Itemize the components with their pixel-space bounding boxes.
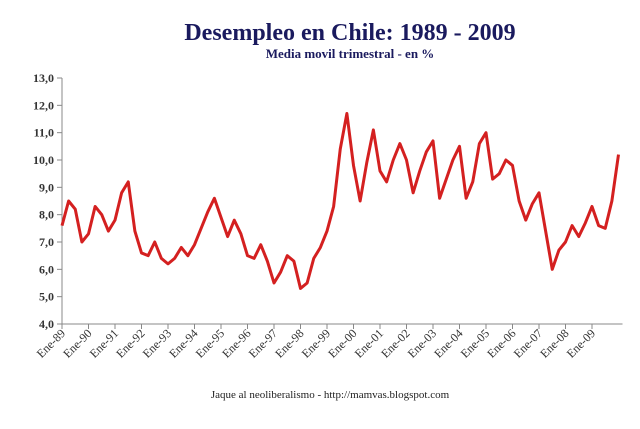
x-tick-label: Ene-03 [405,326,439,360]
x-tick-label: Ene-05 [458,326,492,360]
x-tick-label: Ene-99 [299,326,333,360]
y-tick-label: 4,0 [39,317,54,331]
x-tick-label: Ene-01 [352,326,386,360]
x-tick-label: Ene-91 [87,326,121,360]
y-tick-label: 12,0 [33,98,54,112]
x-tick-label: Ene-07 [511,326,545,360]
y-tick-label: 11,0 [34,126,54,140]
chart-subtitle: Media movil trimestral - en % [266,46,435,61]
x-tick-label: Ene-95 [193,326,227,360]
x-tick-label: Ene-93 [140,326,174,360]
x-tick-label: Ene-04 [431,326,465,360]
x-tick-label: Ene-09 [564,326,598,360]
source-note: Jaque al neoliberalismo - http://mamvas.… [211,389,450,401]
y-tick-label: 9,0 [39,180,54,194]
y-tick-label: 6,0 [39,262,54,276]
x-tick-label: Ene-92 [113,326,147,360]
x-tick-label: Ene-08 [537,326,571,360]
x-tick-label: Ene-97 [246,326,280,360]
y-tick-label: 5,0 [39,290,54,304]
y-tick-label: 8,0 [39,208,54,222]
y-tick-label: 7,0 [39,235,54,249]
x-tick-label: Ene-00 [325,326,359,360]
x-tick-label: Ene-94 [166,326,200,360]
x-tick-label: Ene-90 [60,326,94,360]
y-tick-label: 13,0 [33,71,54,85]
y-tick-label: 10,0 [33,153,54,167]
x-tick-label: Ene-06 [484,326,518,360]
x-tick-label: Ene-02 [378,326,412,360]
x-tick-label: Ene-98 [272,326,306,360]
x-tick-label: Ene-96 [219,326,253,360]
x-tick-label: Ene-89 [34,326,68,360]
data-line [60,112,620,290]
chart-title: Desempleo en Chile: 1989 - 2009 [184,20,515,46]
